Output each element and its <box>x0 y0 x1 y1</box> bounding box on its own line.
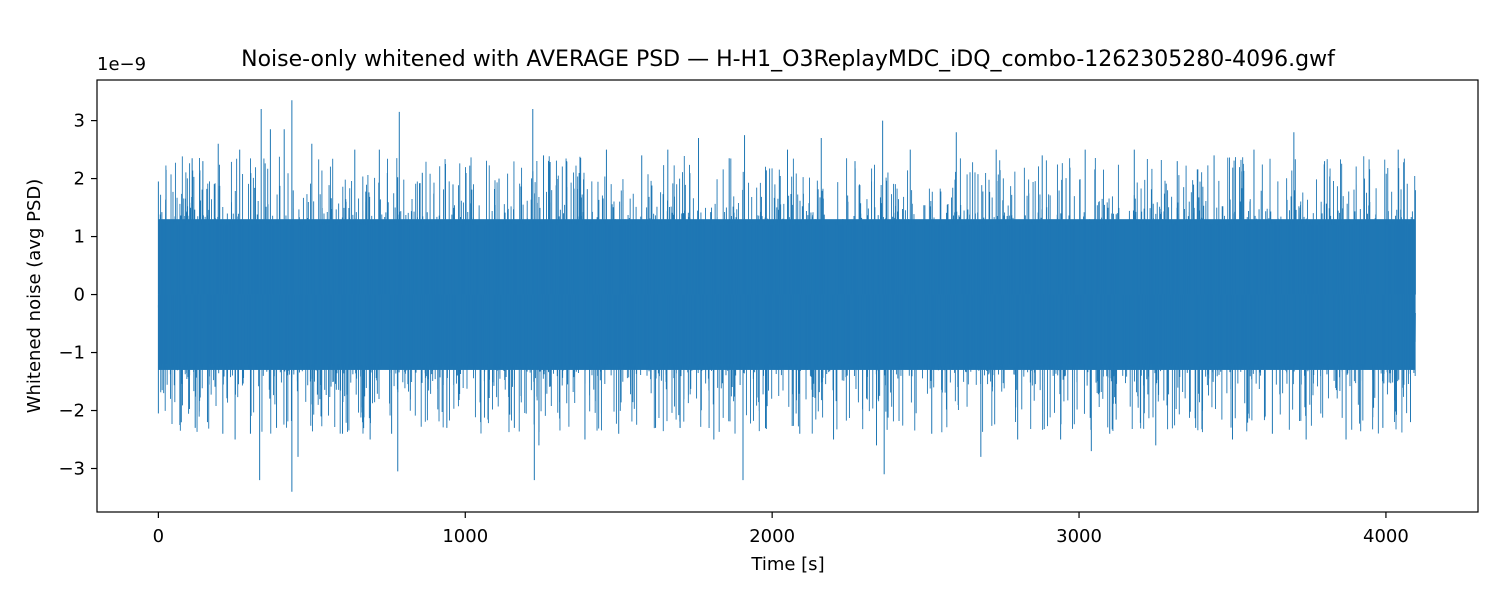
series-spikes <box>158 155 1416 434</box>
x-tick-label: 4000 <box>1363 526 1409 547</box>
x-axis-label: Time [s] <box>750 554 824 575</box>
y-axis-ticks: −3 −2 −1 0 1 2 3 <box>58 111 97 480</box>
x-axis-ticks: 0 1000 2000 3000 4000 <box>153 512 1409 547</box>
y-tick-label: −2 <box>58 401 85 422</box>
y-tick-label: 0 <box>74 285 85 306</box>
y-axis-offset-label: 1e−9 <box>97 54 146 75</box>
x-tick-label: 0 <box>153 526 164 547</box>
series-layer <box>157 100 1416 492</box>
x-tick-label: 3000 <box>1056 526 1102 547</box>
x-tick-label: 2000 <box>749 526 795 547</box>
y-tick-label: 2 <box>74 169 85 190</box>
y-tick-label: 3 <box>74 111 85 132</box>
chart-title: Noise-only whitened with AVERAGE PSD — H… <box>241 47 1336 72</box>
plot-frame <box>96 79 1479 513</box>
x-tick-label: 1000 <box>442 526 488 547</box>
y-tick-label: −1 <box>58 343 85 364</box>
y-axis-label: Whitened noise (avg PSD) <box>24 179 45 414</box>
y-tick-label: 1 <box>74 227 85 248</box>
y-tick-label: −3 <box>58 459 85 480</box>
plot-area <box>157 100 1416 492</box>
